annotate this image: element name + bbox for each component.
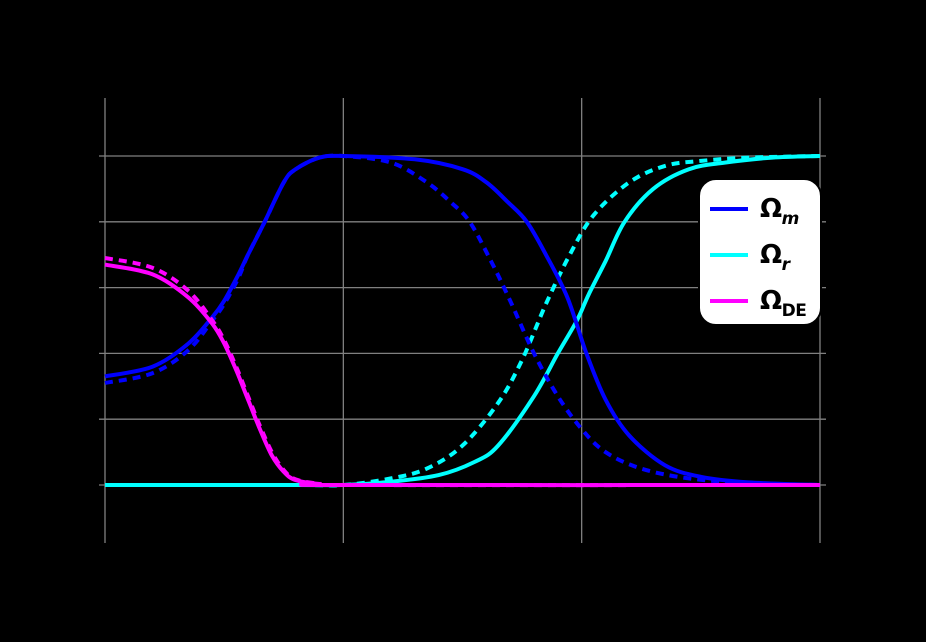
legend-label-omega-m: Ωm: [760, 194, 799, 229]
data-series: [104, 153, 821, 488]
legend-item-omega-r: Ωr: [710, 240, 790, 275]
legend-label-omega-r: Ωr: [760, 240, 790, 275]
legend: Ωm Ωr ΩDE: [698, 178, 822, 326]
series-line: [104, 256, 821, 488]
legend-swatch-omega-de: [710, 299, 748, 303]
legend-swatch-omega-m: [710, 207, 748, 211]
legend-item-omega-m: Ωm: [710, 194, 799, 229]
series-line: [104, 153, 821, 487]
legend-label-omega-de: ΩDE: [760, 286, 807, 321]
legend-item-omega-de: ΩDE: [710, 286, 807, 321]
legend-swatch-omega-r: [710, 253, 748, 257]
grid-lines: [99, 98, 826, 543]
